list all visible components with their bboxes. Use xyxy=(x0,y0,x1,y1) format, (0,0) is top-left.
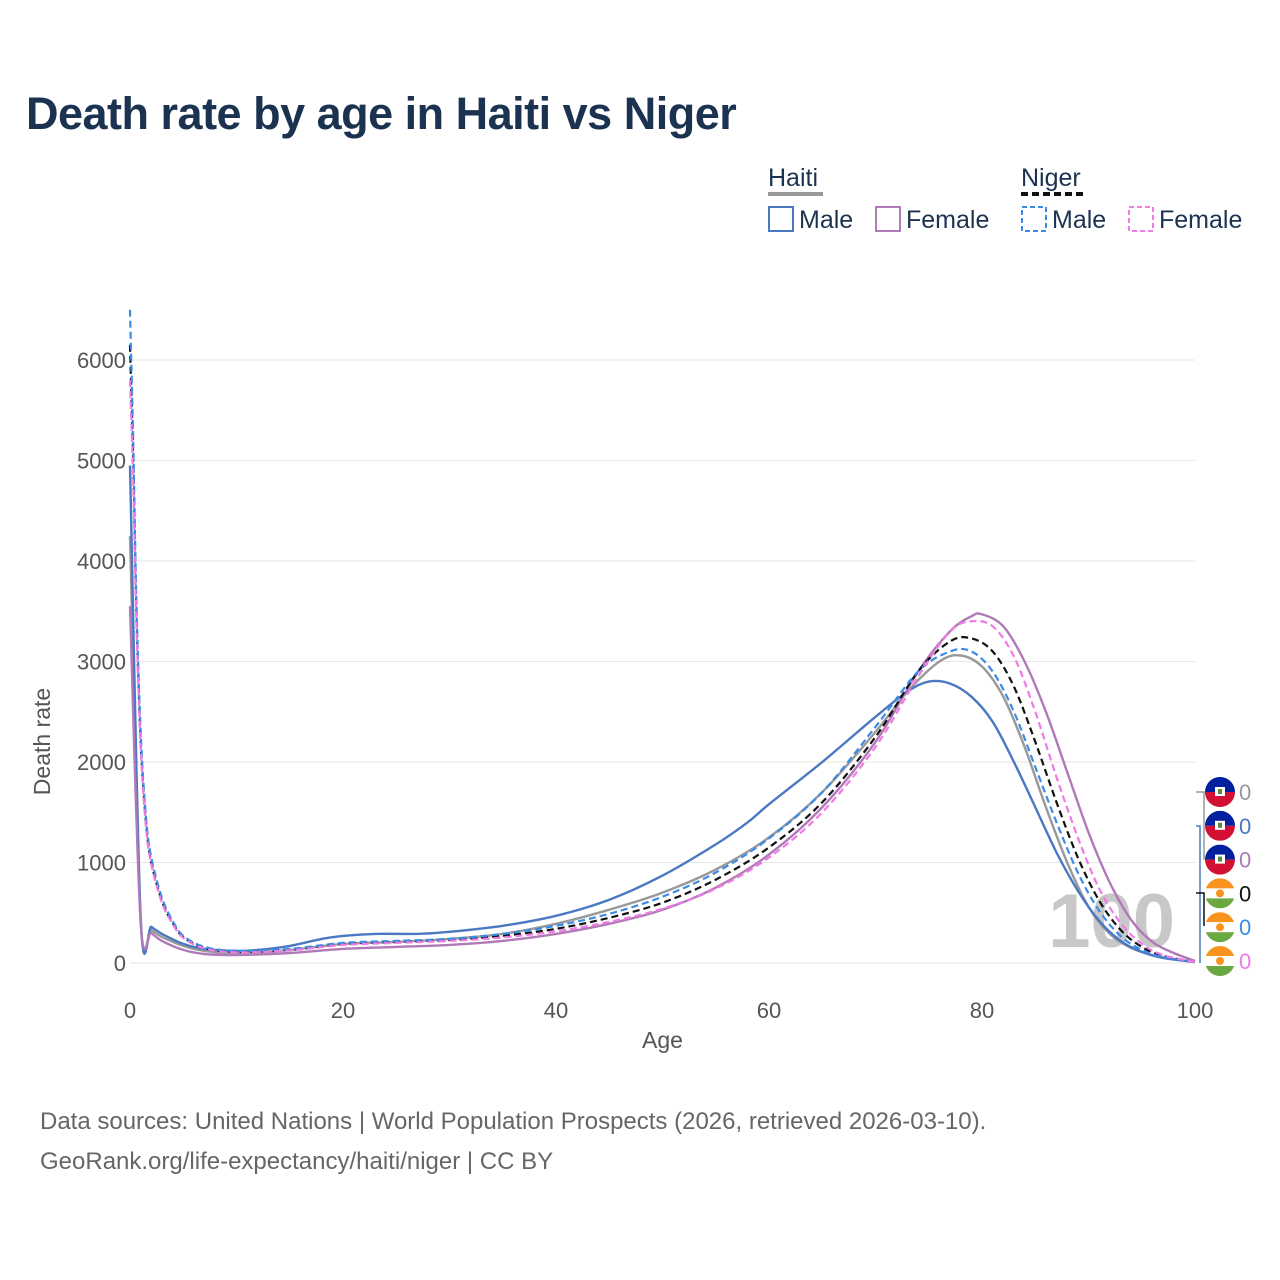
x-tick-label: 20 xyxy=(331,998,355,1023)
x-tick-label: 0 xyxy=(124,998,136,1023)
end-label-connector xyxy=(1196,791,1205,860)
year-watermark: 100 xyxy=(1048,879,1175,964)
x-axis-ticks: 0 20 40 60 80 100 xyxy=(124,998,1213,1023)
x-tick-label: 40 xyxy=(544,998,568,1023)
x-axis-title: Age xyxy=(642,1027,683,1053)
chart-title: Death rate by age in Haiti vs Niger xyxy=(26,88,737,139)
series-line-niger-male[interactable] xyxy=(128,309,1196,964)
y-tick-label: 4000 xyxy=(77,549,126,574)
source-url: GeoRank.org/life-expectancy/haiti/niger … xyxy=(40,1148,554,1175)
legend-swatch[interactable] xyxy=(768,206,794,232)
legend: Haiti Male Female Niger Male Female xyxy=(768,164,1242,234)
end-label-connector xyxy=(1196,892,1205,926)
end-label-niger-flag-icon xyxy=(1205,946,1235,976)
y-axis-title: Death rate xyxy=(29,688,55,795)
series-line-haiti-total[interactable] xyxy=(128,535,1196,964)
end-label-value: 0 xyxy=(1239,915,1251,940)
end-label-niger-flag-icon xyxy=(1205,912,1235,943)
end-label-value: 0 xyxy=(1239,949,1251,974)
series-line-niger-total[interactable] xyxy=(128,344,1196,964)
series-line-haiti-female[interactable] xyxy=(128,606,1196,963)
x-tick-label: 80 xyxy=(970,998,994,1023)
end-label-haiti-flag-icon xyxy=(1205,810,1235,841)
y-tick-label: 6000 xyxy=(77,348,126,373)
series-line-niger-female[interactable] xyxy=(128,380,1196,964)
end-label-niger-flag-icon xyxy=(1205,878,1235,909)
legend-label-niger-female[interactable]: Female xyxy=(1159,206,1242,234)
legend-swatch[interactable] xyxy=(875,206,901,232)
y-tick-label: 0 xyxy=(114,951,126,976)
legend-heading-haiti: Haiti xyxy=(768,164,818,192)
gridlines xyxy=(130,359,1195,964)
end-label-haiti-flag-icon xyxy=(1205,844,1235,875)
legend-swatch[interactable] xyxy=(1021,206,1047,232)
y-axis-ticks: 0 1000 2000 3000 4000 5000 6000 xyxy=(77,348,126,976)
source-citation: Data sources: United Nations | World Pop… xyxy=(40,1108,987,1135)
end-label-value: 0 xyxy=(1239,848,1251,873)
end-label-value: 0 xyxy=(1239,814,1251,839)
x-tick-label: 100 xyxy=(1177,998,1214,1023)
series-line-haiti-male[interactable] xyxy=(128,465,1196,964)
end-labels: 0 0 0 0 0 0 xyxy=(1196,777,1251,976)
end-label-value: 0 xyxy=(1239,780,1251,805)
legend-swatch[interactable] xyxy=(1128,206,1154,232)
x-tick-label: 60 xyxy=(757,998,781,1023)
series-lines xyxy=(128,309,1196,964)
y-tick-label: 3000 xyxy=(77,650,126,675)
legend-label-haiti-male[interactable]: Male xyxy=(799,206,853,234)
legend-label-niger-male[interactable]: Male xyxy=(1052,206,1106,234)
y-tick-label: 5000 xyxy=(77,449,126,474)
end-label-haiti-flag-icon xyxy=(1205,777,1235,807)
y-tick-label: 1000 xyxy=(77,851,126,876)
end-label-connector xyxy=(1196,825,1201,963)
legend-label-haiti-female[interactable]: Female xyxy=(906,206,989,234)
end-label-value: 0 xyxy=(1239,881,1251,906)
y-tick-label: 2000 xyxy=(77,750,126,775)
legend-heading-niger: Niger xyxy=(1021,164,1081,192)
